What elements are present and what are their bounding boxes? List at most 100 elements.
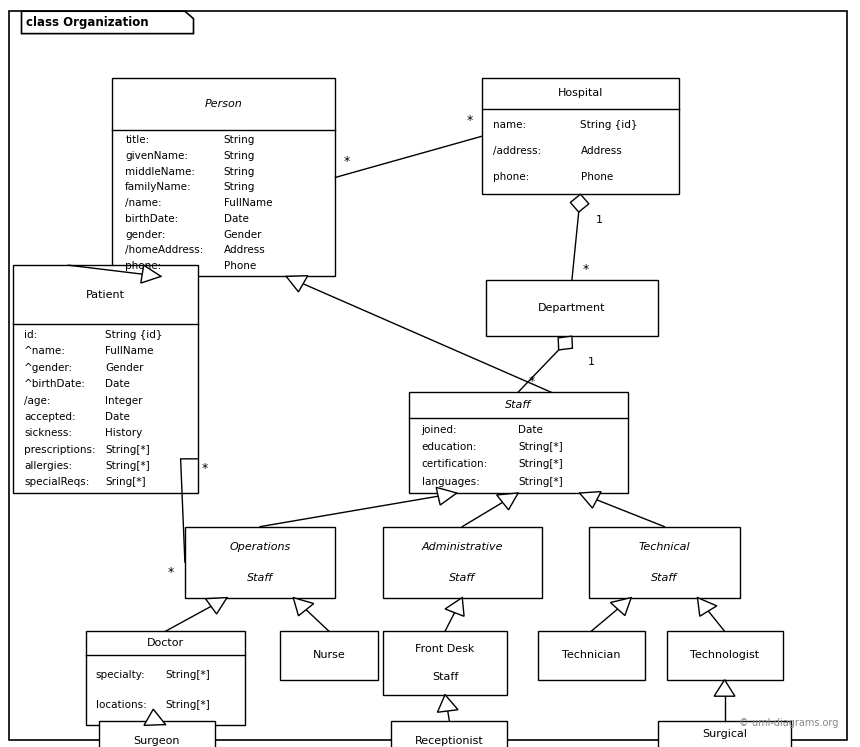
Text: /age:: /age: [24,396,51,406]
Bar [13,265,198,493]
Text: prescriptions:: prescriptions: [24,444,95,455]
Text: Operations: Operations [230,542,291,551]
Text: String: String [224,151,255,161]
Text: Nurse: Nurse [312,651,346,660]
Text: phone:: phone: [126,261,162,271]
Text: Staff: Staff [651,573,678,583]
Bar [666,631,783,680]
Text: Address: Address [580,146,623,156]
Text: accepted:: accepted: [24,412,76,422]
Polygon shape [141,265,161,283]
Bar [280,631,378,680]
Bar [185,527,335,598]
Text: title:: title: [126,135,150,145]
Text: givenName:: givenName: [126,151,188,161]
Text: String[*]: String[*] [165,670,211,680]
Text: *: * [467,114,473,128]
Text: /homeAddress:: /homeAddress: [126,246,204,255]
Text: Administrative: Administrative [421,542,503,551]
Polygon shape [438,695,458,712]
Text: locations:: locations: [95,700,146,710]
Polygon shape [436,487,457,505]
Text: String: String [224,135,255,145]
Text: Department: Department [538,303,605,313]
Polygon shape [286,276,308,292]
Text: gender:: gender: [126,229,166,240]
Text: familyName:: familyName: [126,182,192,193]
Polygon shape [445,598,464,616]
Polygon shape [22,11,194,34]
Text: Staff: Staff [247,573,273,583]
Bar [383,631,507,695]
Text: © uml-diagrams.org: © uml-diagrams.org [739,719,838,728]
Polygon shape [558,336,573,350]
Text: sickness:: sickness: [24,428,72,438]
Text: specialReqs:: specialReqs: [24,477,89,487]
Text: String[*]: String[*] [165,700,211,710]
Bar [482,78,679,194]
Bar [112,78,335,276]
Bar [486,280,658,336]
Text: birthDate:: birthDate: [126,214,179,224]
Text: String {id}: String {id} [105,330,163,340]
Polygon shape [570,194,589,212]
Text: Phone: Phone [580,173,612,182]
Text: Front Desk: Front Desk [415,644,475,654]
Bar [86,631,245,725]
Bar [99,721,215,747]
Text: Staff: Staff [432,672,458,682]
Text: FullName: FullName [224,198,272,208]
Polygon shape [714,680,735,696]
Text: Technical: Technical [638,542,691,551]
Text: languages:: languages: [421,477,479,487]
Text: Receptionist: Receptionist [415,737,483,746]
Text: *: * [168,565,174,579]
Text: *: * [202,462,208,475]
Text: Person: Person [205,99,243,109]
Text: id:: id: [24,330,37,340]
Text: Staff: Staff [505,400,531,410]
Text: class Organization: class Organization [26,16,149,28]
Text: certification:: certification: [421,459,488,469]
Text: Staff: Staff [449,573,476,583]
Text: Address: Address [224,246,266,255]
Bar [658,721,791,747]
Text: Patient: Patient [86,290,125,300]
Polygon shape [206,598,227,614]
Text: Doctor: Doctor [147,639,184,648]
Polygon shape [580,492,601,508]
Text: Technologist: Technologist [690,651,759,660]
Text: Hospital: Hospital [558,88,603,99]
Bar [408,392,628,493]
Text: Surgical: Surgical [702,730,747,740]
Text: education:: education: [421,442,477,452]
Text: ^name:: ^name: [24,347,66,356]
Text: String: String [224,182,255,193]
Text: phone:: phone: [494,173,530,182]
Text: String[*]: String[*] [518,459,563,469]
Text: 1: 1 [596,214,603,225]
Text: joined:: joined: [421,425,458,435]
Text: /name:: /name: [126,198,162,208]
Text: Date: Date [105,412,130,422]
Text: specialty:: specialty: [95,670,145,680]
Text: Gender: Gender [224,229,262,240]
Text: 1: 1 [587,356,594,367]
Text: ^gender:: ^gender: [24,363,73,373]
Text: ^birthDate:: ^birthDate: [24,379,86,389]
Bar [538,631,645,680]
Text: /address:: /address: [494,146,542,156]
Polygon shape [611,598,631,616]
Text: *: * [528,375,535,388]
Text: Date: Date [224,214,249,224]
Text: name:: name: [494,120,526,131]
Polygon shape [293,598,314,616]
Text: String[*]: String[*] [105,444,150,455]
Text: History: History [105,428,143,438]
Text: String[*]: String[*] [518,442,563,452]
Text: *: * [582,263,588,276]
Polygon shape [497,493,518,509]
Text: Date: Date [518,425,543,435]
Text: Date: Date [105,379,130,389]
Text: String[*]: String[*] [518,477,563,487]
